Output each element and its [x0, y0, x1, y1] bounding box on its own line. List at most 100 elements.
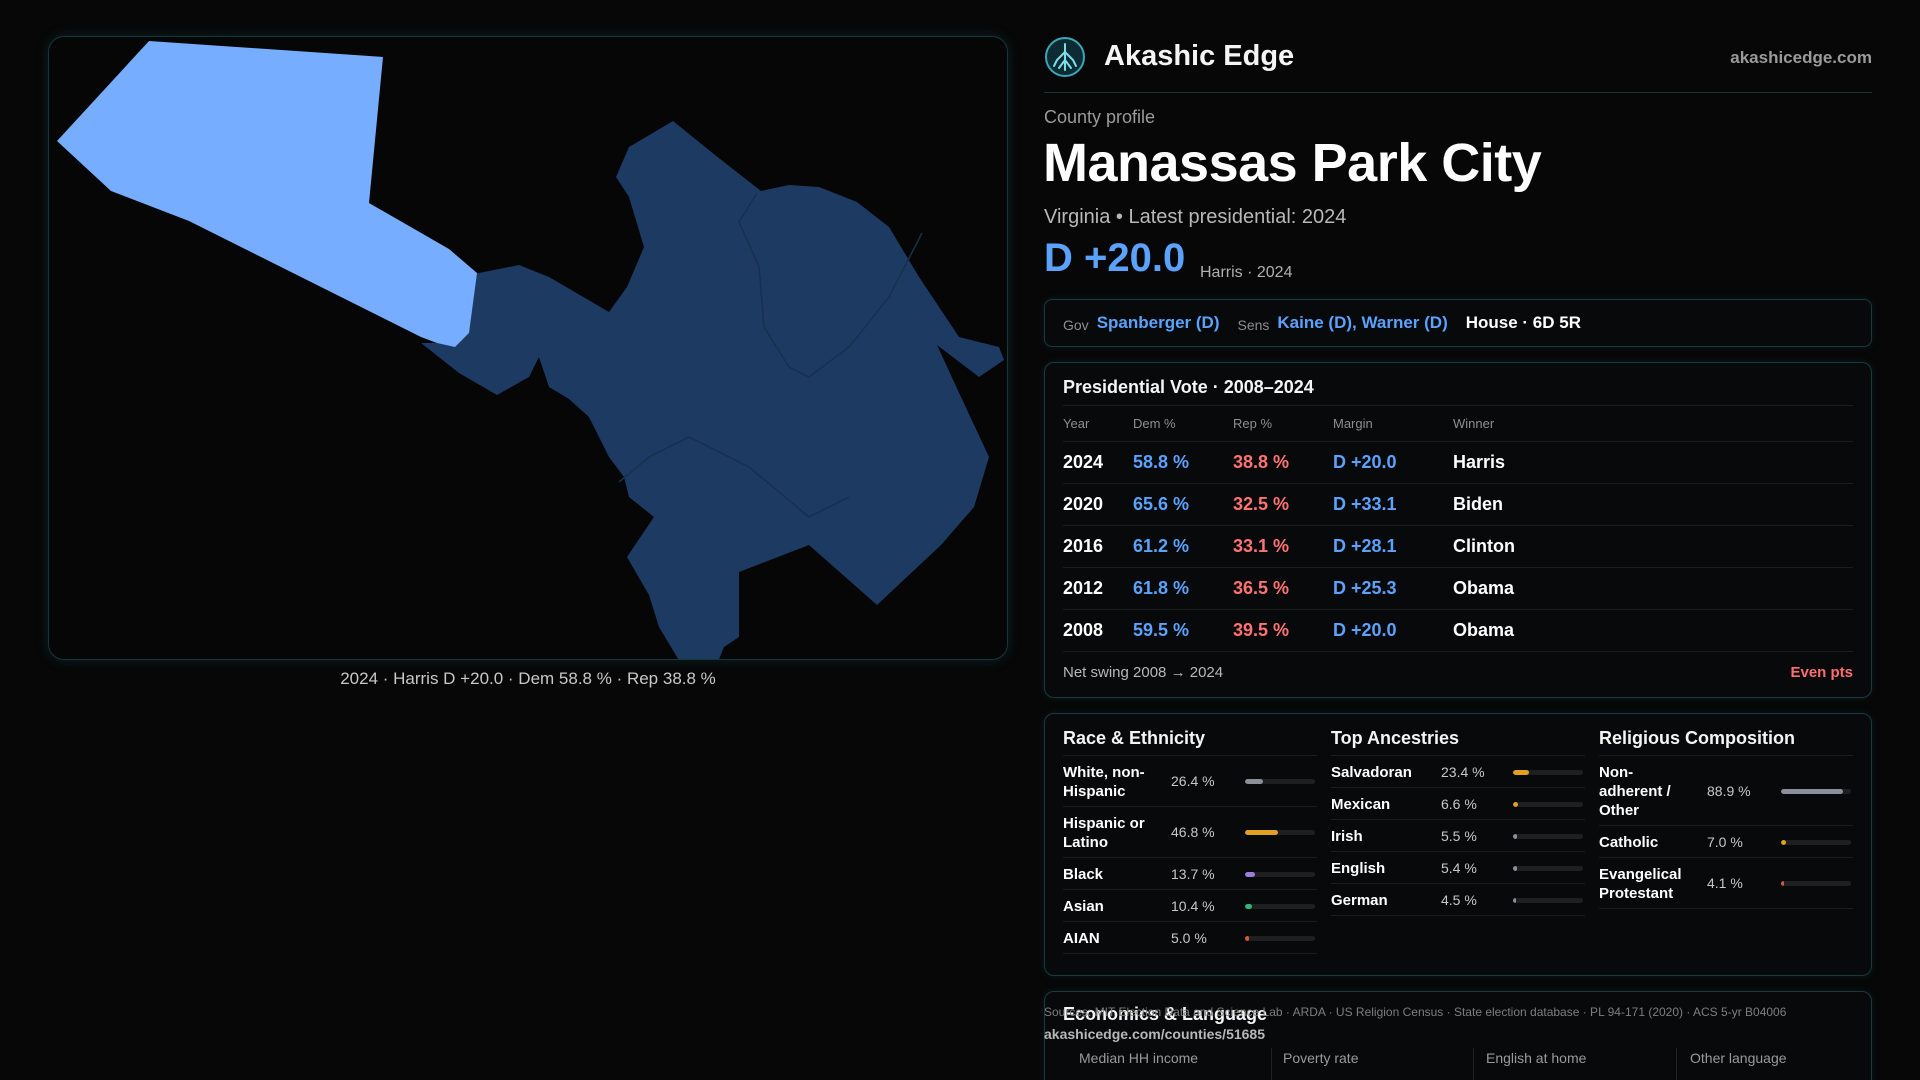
item-bar — [1513, 833, 1583, 839]
list-item[interactable]: AIAN 5.0 % — [1063, 922, 1317, 954]
item-bar — [1781, 881, 1851, 886]
presidential-vote-card: Presidential Vote · 2008–2024 Year Dem %… — [1044, 362, 1872, 698]
officials-bar: Gov Spanberger (D) Sens Kaine (D), Warne… — [1044, 299, 1872, 347]
item-bar-fill — [1781, 788, 1844, 794]
table-header-row: Year Dem % Rep % Margin Winner — [1063, 407, 1853, 442]
sens-label: Sens — [1237, 317, 1270, 333]
map-neighbor-main[interactable] — [421, 121, 1004, 660]
item-label: White, non-Hispanic — [1063, 763, 1145, 800]
item-bar — [1245, 779, 1315, 784]
map-svg — [57, 41, 1004, 660]
religion-column: Religious Composition Non-adherent / Oth… — [1599, 728, 1853, 909]
map-caption: 2024 · Harris D +20.0 · Dem 58.8 % · Rep… — [340, 669, 716, 688]
item-label: German — [1331, 891, 1388, 909]
item-bar-fill — [1513, 801, 1518, 807]
permalink[interactable]: akashicedge.com/counties/51685 — [1044, 1026, 1265, 1042]
race-ethnicity-column: Race & Ethnicity White, non-Hispanic 26.4… — [1063, 728, 1317, 954]
cell-margin: D +28.1 — [1333, 525, 1453, 568]
religion-title: Religious Composition — [1599, 728, 1853, 756]
item-percent: 23.4 % — [1441, 763, 1485, 780]
presidential-table: Year Dem % Rep % Margin Winner 2024 58.8… — [1063, 407, 1853, 652]
item-bar — [1513, 769, 1583, 775]
item-label: Black — [1063, 865, 1104, 883]
header-rep: Rep % — [1233, 407, 1333, 442]
cell-year: 2016 — [1063, 525, 1133, 568]
item-label: Hispanic or Latino — [1063, 814, 1145, 851]
table-row[interactable]: 2012 61.8 % 36.5 % D +25.3 Obama — [1063, 567, 1853, 610]
divider — [1473, 1048, 1474, 1080]
list-item[interactable]: Asian 10.4 % — [1063, 890, 1317, 922]
item-bar — [1245, 903, 1315, 909]
cell-margin: D +33.1 — [1333, 483, 1453, 526]
list-item[interactable]: Evangelical Protestant 4.1 % — [1599, 858, 1853, 909]
list-item[interactable]: Irish 5.5 % — [1331, 820, 1585, 852]
house-delegation: House · 6D 5R — [1465, 313, 1581, 332]
page-title: Manassas Park City — [1043, 133, 1542, 193]
cell-dem: 58.8 % — [1133, 441, 1233, 484]
item-bar-fill — [1245, 871, 1255, 877]
list-item[interactable]: White, non-Hispanic 26.4 % — [1063, 756, 1317, 807]
cell-year: 2024 — [1063, 441, 1133, 484]
cell-year: 2020 — [1063, 483, 1133, 526]
item-bar — [1245, 935, 1315, 941]
item-percent: 26.4 % — [1171, 773, 1215, 789]
list-item[interactable]: Mexican 6.6 % — [1331, 788, 1585, 820]
stat-poverty-rate: Poverty rate — [1283, 1050, 1359, 1066]
item-label: Mexican — [1331, 795, 1391, 813]
table-row[interactable]: 2024 58.8 % 38.8 % D +20.0 Harris — [1063, 441, 1853, 484]
item-percent: 7.0 % — [1707, 833, 1743, 850]
net-swing-row: Net swing 2008 → 2024 Even pts — [1063, 664, 1853, 681]
table-row[interactable]: 2016 61.2 % 33.1 % D +28.1 Clinton — [1063, 525, 1853, 568]
item-label: Asian — [1063, 897, 1104, 915]
map-neighbor-inner-boundary-2 — [618, 436, 850, 518]
item-bar-fill — [1513, 897, 1517, 903]
item-bar — [1245, 871, 1315, 877]
list-item[interactable]: Salvadoran 23.4 % — [1331, 756, 1585, 788]
net-swing-label: Net swing 2008 → 2024 — [1063, 664, 1224, 681]
item-percent: 46.8 % — [1171, 824, 1215, 840]
list-item[interactable]: English 5.4 % — [1331, 852, 1585, 884]
header-dem: Dem % — [1133, 407, 1233, 442]
stat-median-income: Median HH income — [1079, 1050, 1199, 1066]
item-bar — [1781, 788, 1851, 794]
cell-margin: D +20.0 — [1333, 441, 1453, 484]
item-label: AIAN — [1063, 929, 1100, 947]
cell-year: 2008 — [1063, 609, 1133, 652]
race-title: Race & Ethnicity — [1063, 728, 1317, 756]
list-item[interactable]: Black 13.7 % — [1063, 858, 1317, 890]
item-bar-fill — [1781, 839, 1786, 845]
item-percent: 5.5 % — [1441, 827, 1477, 844]
item-percent: 4.1 % — [1707, 875, 1743, 891]
site-url[interactable]: akashicedge.com — [1730, 48, 1872, 67]
brand-name[interactable]: Akashic Edge — [1104, 40, 1295, 72]
item-percent: 88.9 % — [1707, 782, 1751, 799]
list-item[interactable]: Non-adherent / Other 88.9 % — [1599, 756, 1853, 826]
tree-logo-icon[interactable] — [1044, 36, 1086, 78]
site-header: Akashic Edge akashicedge.com — [1044, 36, 1872, 93]
cell-winner: Obama — [1453, 567, 1853, 610]
item-bar — [1513, 801, 1583, 807]
list-item[interactable]: German 4.5 % — [1331, 884, 1585, 916]
item-label: Non-adherent / Other — [1599, 763, 1671, 819]
demographics-card: Race & Ethnicity White, non-Hispanic 26.4… — [1044, 713, 1872, 976]
map-highlight-county[interactable] — [57, 41, 477, 347]
item-bar — [1245, 830, 1315, 835]
ancestries-column: Top Ancestries Salvadoran 23.4 % Mexican 6.… — [1331, 728, 1585, 916]
sources-note: Sources: MIT Election Data and Science L… — [1044, 1005, 1787, 1019]
table-row[interactable]: 2020 65.6 % 32.5 % D +33.1 Biden — [1063, 483, 1853, 526]
gov-label: Gov — [1063, 317, 1089, 333]
cell-margin: D +20.0 — [1333, 609, 1453, 652]
cell-rep: 36.5 % — [1233, 567, 1333, 610]
table-row[interactable]: 2008 59.5 % 39.5 % D +20.0 Obama — [1063, 609, 1853, 652]
county-map[interactable] — [48, 36, 1008, 660]
divider — [1676, 1048, 1677, 1080]
list-item[interactable]: Hispanic or Latino 46.8 % — [1063, 807, 1317, 858]
economics-card: Economics & Language Median HH income Po… — [1044, 991, 1872, 1080]
cell-margin: D +25.3 — [1333, 567, 1453, 610]
item-label: Irish — [1331, 827, 1363, 845]
list-item[interactable]: Catholic 7.0 % — [1599, 826, 1853, 858]
item-bar — [1513, 897, 1583, 903]
item-percent: 10.4 % — [1171, 897, 1215, 914]
presidential-title: Presidential Vote · 2008–2024 — [1063, 377, 1314, 397]
cell-dem: 65.6 % — [1133, 483, 1233, 526]
